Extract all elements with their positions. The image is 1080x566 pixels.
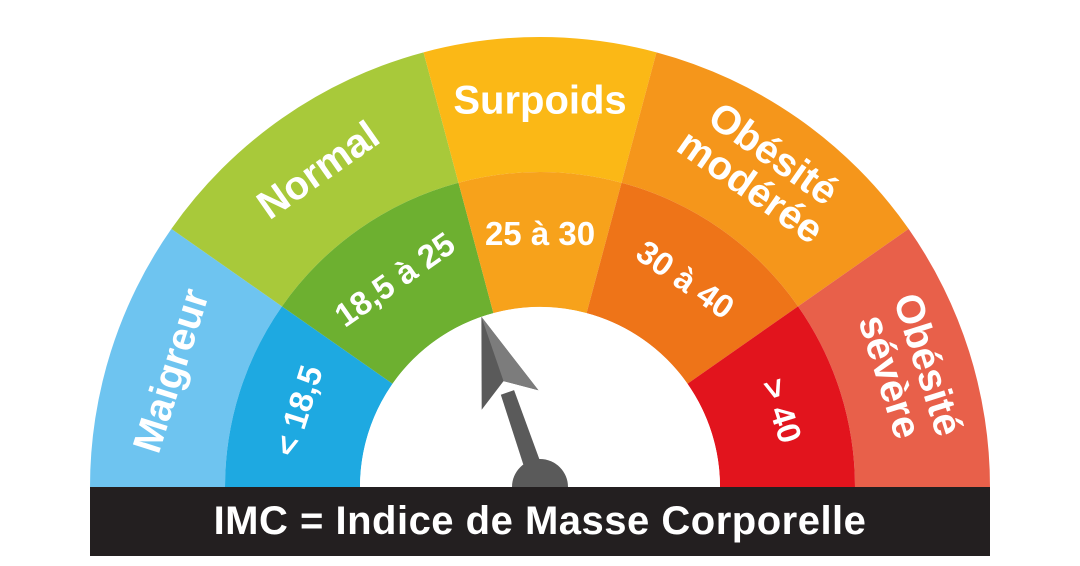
category-name-line: Surpoids [453,79,626,123]
range-label-2: 25 à 30 [485,215,595,252]
inner-segment-2 [458,172,622,314]
outer-segment-4 [798,228,990,487]
bmi-title-banner: IMC = Indice de Masse Corporelle [90,487,990,556]
category-name-2: Surpoids [453,79,626,123]
inner-segment-0 [225,306,393,487]
inner-segment-1 [281,182,494,384]
outer-segment-0 [90,228,282,487]
outer-segment-2 [423,36,657,183]
inner-segment-3 [586,182,799,384]
inner-segment-4 [687,306,855,487]
outer-segment-1 [171,52,459,307]
outer-segment-3 [621,52,909,307]
range-label-text: 25 à 30 [485,215,595,252]
bmi-title: IMC = Indice de Masse Corporelle [213,499,867,543]
needle-head-highlight [481,316,539,391]
